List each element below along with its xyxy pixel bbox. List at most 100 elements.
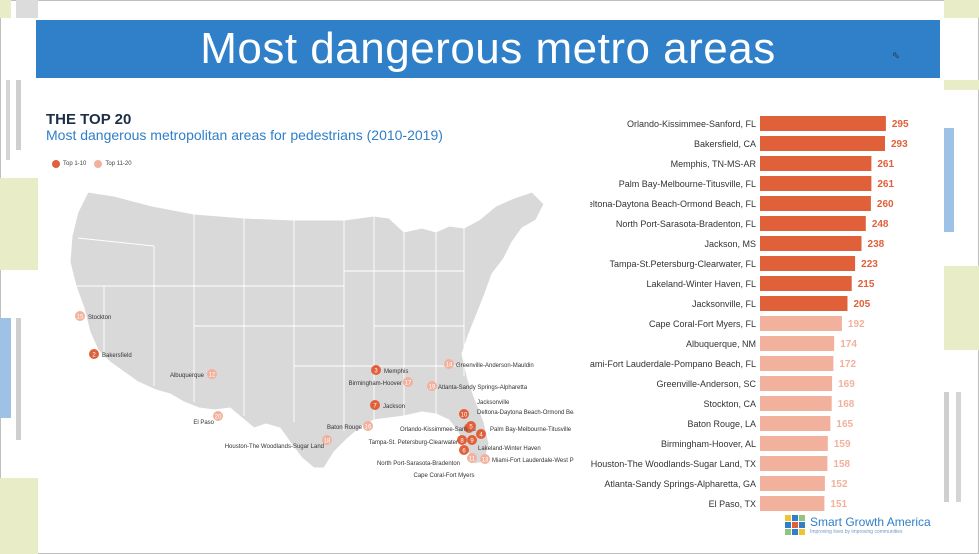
map-marker-rank: 9 (470, 439, 474, 445)
bar-category-label: Palm Bay-Melbourne-Titusville, FL (619, 179, 756, 189)
state-borders (76, 214, 465, 431)
bar-category-label: Tampa-St.Petersburg-Clearwater, FL (609, 259, 756, 269)
map-marker-rank: 11 (469, 457, 476, 463)
bar-value-label: 158 (833, 459, 850, 470)
bar-value-label: 169 (838, 379, 855, 390)
map-marker-rank: 14 (446, 363, 453, 369)
bar-chart: Orlando-Kissimmee-Sanford, FL 295 Bakersfi… (590, 116, 909, 511)
deco-stripe (0, 178, 38, 270)
bar-category-label: Memphis, TN-MS-AR (671, 159, 757, 169)
legend-item-top10: Top 1-10 (52, 160, 86, 168)
bar-value-label: 174 (840, 339, 857, 350)
bar (760, 436, 828, 451)
map-marker-label: Orlando-Kissimmee-Sanford (400, 427, 476, 433)
map-marker-label: Deltona-Daytona Beach-Ormond Beach (477, 410, 574, 416)
bar (760, 316, 842, 331)
bar (760, 496, 825, 511)
bar-category-label: Jackson, MS (704, 239, 756, 249)
map-marker (457, 435, 467, 445)
deco-stripe (0, 0, 11, 18)
bar-value-label: 248 (872, 219, 889, 230)
bar (760, 236, 862, 251)
map-marker-rank: 8 (460, 439, 464, 445)
bar (760, 336, 835, 351)
map-marker-rank: 5 (469, 425, 473, 431)
bar-value-label: 151 (830, 499, 847, 510)
bar-category-label: Houston-The Woodlands-Sugar Land, TX (591, 459, 756, 469)
map-legend: Top 1-10 Top 11-20 (52, 160, 132, 168)
map-markers: 1Orlando-Kissimmee-Sanford2Bakersfield3M… (75, 311, 574, 479)
deco-stripe (944, 80, 979, 90)
legend-label: Top 1-10 (63, 161, 87, 167)
bar-category-label: Atlanta-Sandy Springs-Alpharetta, GA (604, 479, 756, 489)
legend-label: Top 11-20 (105, 161, 132, 167)
deco-stripe (944, 128, 954, 232)
map-marker-rank: 19 (429, 385, 436, 391)
map-marker-rank: 7 (373, 404, 377, 410)
slide-title: Most dangerous metro areas (200, 24, 776, 73)
map-marker-rank: 17 (405, 381, 412, 387)
bar-category-label: Albuquerque, NM (686, 339, 756, 349)
deco-stripe (6, 80, 10, 160)
map-marker-label: Greenville-Anderson-Mauldin (456, 363, 534, 369)
bar-category-label: Deltona-Daytona Beach-Ormond Beach, FL (590, 199, 756, 209)
map-marker-label: El Paso (193, 420, 214, 426)
map-marker (213, 411, 223, 421)
map-marker-rank: 18 (324, 439, 331, 445)
bar (760, 296, 848, 311)
bar-value-label: 152 (831, 479, 848, 490)
map-marker-label: North Port-Sarasota-Bradenton (377, 461, 460, 467)
bar-value-label: 295 (892, 119, 909, 130)
bar-value-label: 260 (877, 199, 894, 210)
deco-stripe (944, 0, 979, 18)
map-marker-label: Baton Rouge (327, 425, 363, 431)
map-marker-label: Palm Bay-Melbourne-Titusville (490, 427, 572, 433)
us-map: 1Orlando-Kissimmee-Sanford2Bakersfield3M… (69, 191, 574, 479)
bar (760, 196, 871, 211)
map-marker (466, 421, 476, 431)
legend-item-top20: Top 11-20 (94, 160, 132, 168)
bar-category-label: Birmingham-Hoover, AL (661, 439, 756, 449)
map-marker-rank: 16 (365, 425, 372, 431)
bar (760, 416, 831, 431)
bar (760, 256, 856, 271)
bar-category-label: Orlando-Kissimmee-Sanford, FL (627, 119, 756, 129)
logo-text: Smart Growth America Improving lives by … (810, 515, 931, 535)
bar (760, 116, 886, 131)
map-marker (427, 381, 437, 391)
map-marker-label: Jacksonville (477, 400, 510, 406)
map-marker-rank: 4 (479, 433, 483, 439)
bar (760, 376, 833, 391)
bar (760, 156, 872, 171)
map-marker-rank: 13 (482, 458, 489, 464)
legend-swatch (94, 160, 103, 168)
map-marker-rank: 2 (92, 353, 96, 359)
bar-value-label: 223 (861, 259, 878, 270)
map-marker-rank: 10 (461, 413, 468, 419)
bar-category-label: El Paso, TX (709, 499, 756, 509)
bar-value-label: 238 (868, 239, 885, 250)
deco-stripe (16, 318, 21, 440)
map-marker-label: Birmingham-Hoover (349, 381, 402, 387)
map-marker-rank: 12 (209, 373, 216, 379)
bar (760, 356, 834, 371)
map-marker-label: Albuquerque (170, 373, 205, 379)
bar-value-label: 192 (848, 319, 865, 330)
bar-value-label: 159 (834, 439, 851, 450)
bar-category-label: Bakersfield, CA (694, 139, 756, 149)
map-marker-rank: 15 (77, 315, 84, 321)
deco-stripe (944, 266, 979, 350)
bar-chart-marks: Orlando-Kissimmee-Sanford, FL 295 Bakersfi… (590, 116, 909, 511)
deco-stripe (0, 318, 11, 418)
map-marker-label: Cape Coral-Fort Myers (413, 473, 474, 479)
deco-stripe (956, 392, 961, 502)
map-marker (459, 445, 469, 455)
bar-category-label: Lakeland-Winter Haven, FL (646, 279, 756, 289)
map-marker (75, 311, 85, 321)
bar-category-label: Baton Rouge, LA (687, 419, 756, 429)
bar-category-label: Jacksonville, FL (692, 299, 756, 309)
map-marker (467, 435, 477, 445)
map-marker-label: Memphis (384, 369, 408, 375)
map-marker (459, 409, 469, 419)
bar-category-label: Stockton, CA (703, 399, 756, 409)
